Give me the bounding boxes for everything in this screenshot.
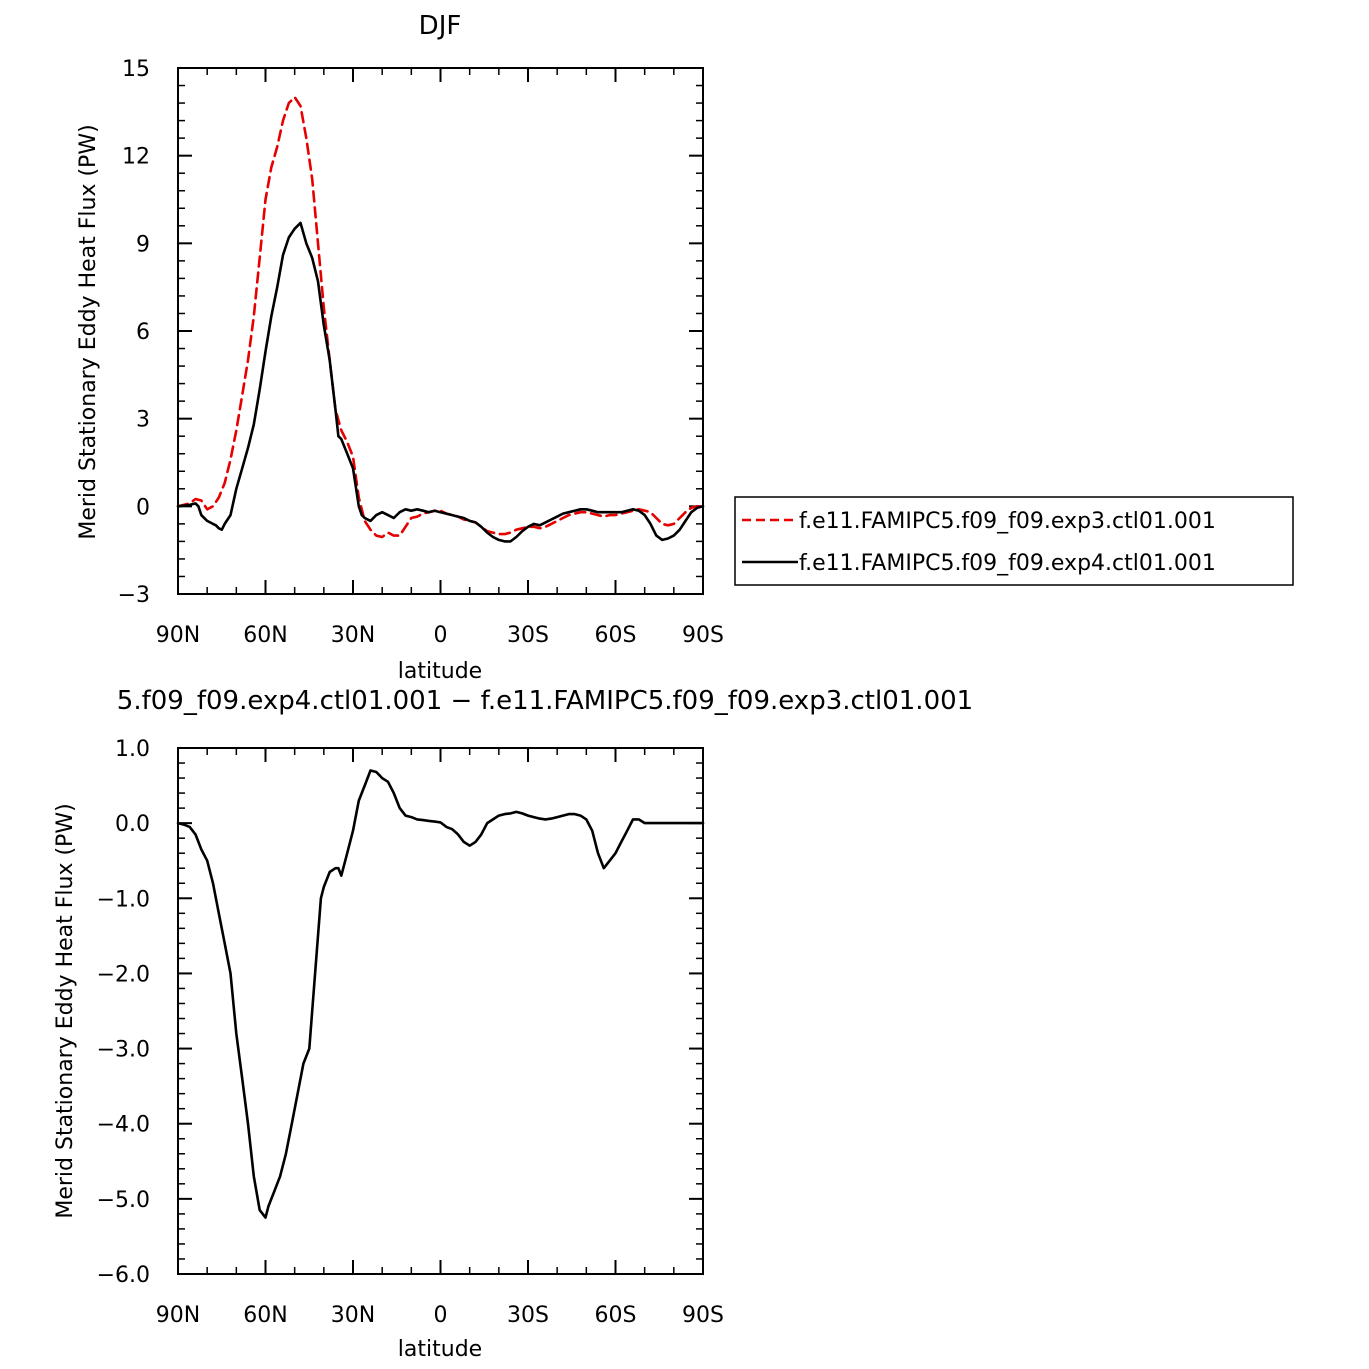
legend: f.e11.FAMIPC5.f09_f09.exp3.ctl01.001 f.e…	[734, 496, 1294, 586]
bottom-xtick-label: 0	[434, 1303, 448, 1328]
top-ytick-label: 12	[122, 145, 150, 170]
bottom-ytick-label: −2.0	[97, 962, 150, 987]
bottom-xtick-label: 90N	[156, 1303, 200, 1328]
bottom-ytick-label: −5.0	[97, 1188, 150, 1213]
top-ytick-label: 9	[136, 232, 150, 257]
bottom-chart-series	[176, 769, 705, 1219]
bottom-ytick-label: −6.0	[97, 1263, 150, 1288]
bottom-xtick-label: 60N	[243, 1303, 287, 1328]
bottom-xtick-label: 60S	[595, 1303, 637, 1328]
bottom-ytick-label: −1.0	[97, 887, 150, 912]
top-chart-xlabel: latitude	[398, 659, 482, 684]
bottom-ytick-label: −3.0	[97, 1038, 150, 1063]
top-ytick-label: 6	[136, 320, 150, 345]
top-xtick-label: 0	[434, 623, 448, 648]
bottom-ytick-label: −4.0	[97, 1113, 150, 1138]
top-xtick-label: 60N	[243, 623, 287, 648]
top-xtick-label: 30N	[331, 623, 375, 648]
legend-label-exp3: f.e11.FAMIPC5.f09_f09.exp3.ctl01.001	[799, 509, 1216, 534]
bottom-xtick-label: 30N	[331, 1303, 375, 1328]
top-ytick-label: 15	[122, 57, 150, 82]
top-ytick-label: −3	[118, 583, 150, 608]
bottom-chart-title: 5.f09_f09.exp4.ctl01.001 − f.e11.FAMIPC5…	[117, 686, 973, 716]
top-ytick-label: 3	[136, 408, 150, 433]
top-plot-frame	[177, 67, 704, 595]
top-chart-series	[176, 95, 705, 543]
bottom-xtick-label: 30S	[507, 1303, 549, 1328]
bottom-ytick-label: 1.0	[115, 737, 150, 762]
bottom-chart-axes: 90N 60N 30N 0 30S 60S 90S −6.0 −5.0 −4.0 −3.0 −2.0 −…	[97, 737, 724, 1328]
bottom-chart-xlabel: latitude	[398, 1337, 482, 1362]
top-xtick-label: 30S	[507, 623, 549, 648]
bottom-ytick-label: 0.0	[115, 812, 150, 837]
bottom-chart-panel: 5.f09_f09.exp4.ctl01.001 − f.e11.FAMIPC5…	[53, 686, 973, 1362]
legend-box	[734, 496, 1294, 586]
top-chart-axes: 90N 60N 30N 0 30S 60S 90S −3 0 3 6 9 12 15	[118, 57, 724, 648]
top-chart-title: DJF	[419, 11, 462, 41]
top-xtick-label: 60S	[595, 623, 637, 648]
top-series-line-0	[176, 95, 705, 539]
bottom-xtick-label: 90S	[682, 1303, 724, 1328]
bottom-series-line-0	[176, 769, 705, 1219]
top-chart-panel: DJF 90N 60N 30N 0 30S 60S 90S −3 0 3 6 9 12 15 latitu…	[76, 11, 724, 684]
top-ytick-label: 0	[136, 495, 150, 520]
top-chart-ylabel: Merid Stationary Eddy Heat Flux (PW)	[76, 124, 101, 539]
legend-label-exp4: f.e11.FAMIPC5.f09_f09.exp4.ctl01.001	[799, 551, 1216, 576]
top-series-line-1	[176, 221, 705, 543]
top-xtick-label: 90S	[682, 623, 724, 648]
top-xtick-label: 90N	[156, 623, 200, 648]
bottom-chart-ylabel: Merid Stationary Eddy Heat Flux (PW)	[53, 803, 78, 1218]
